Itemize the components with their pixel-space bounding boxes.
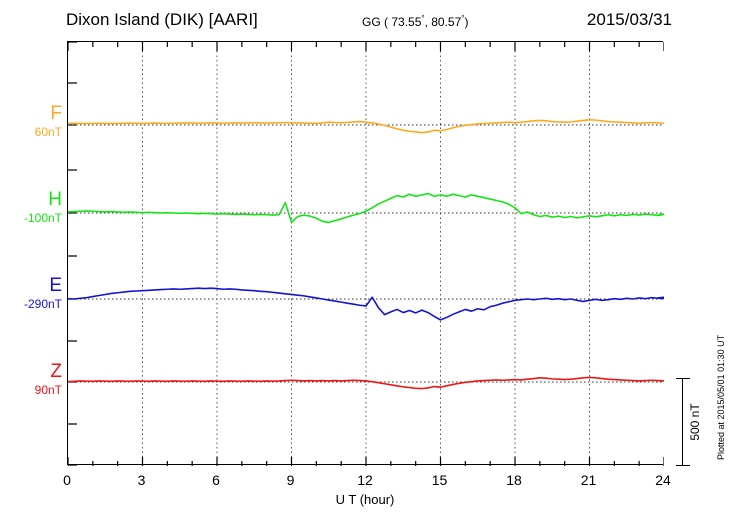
component-baseline-h: -100nT <box>23 211 62 225</box>
magnetogram-plot-area <box>67 41 664 466</box>
component-name-z: Z <box>50 361 62 382</box>
x-tick-label-3: 3 <box>137 472 146 488</box>
x-tick-label-21: 21 <box>580 472 597 488</box>
geo-suffix: ) <box>464 15 469 29</box>
component-label-z: Z 90nT <box>4 362 62 396</box>
plot-timestamp: Plotted at 2015/05/01 01:30 UT <box>716 334 726 460</box>
data-traces <box>68 118 664 390</box>
component-name-h: H <box>48 189 62 210</box>
x-tick-label-15: 15 <box>431 472 448 488</box>
degree-sign-lat: ° <box>421 14 425 23</box>
scale-bar-label: 500 nT <box>688 403 702 441</box>
component-label-h: H -100nT <box>4 190 62 224</box>
page-title: Dixon Island (DIK) [AARI] <box>66 10 258 29</box>
geo-latitude: 73.55 <box>391 15 422 29</box>
x-tick-label-6: 6 <box>212 472 220 488</box>
amplitude-scale-bar <box>676 378 690 466</box>
x-axis-title: U T (hour) <box>335 492 395 507</box>
geographic-coordinates: GG ( 73.55°, 80.57°) <box>362 14 469 29</box>
component-baseline-e: -290nT <box>23 297 62 311</box>
observation-date: 2015/03/31 <box>586 10 672 29</box>
component-name-e: E <box>49 275 62 296</box>
scale-bar-cap-top <box>676 378 690 380</box>
component-baseline-z: 90nT <box>34 383 62 397</box>
degree-sign-lon: ° <box>461 14 465 23</box>
x-tick-label-9: 9 <box>286 472 295 488</box>
x-tick-label-0: 0 <box>63 472 71 488</box>
x-tick-label-24: 24 <box>655 472 671 488</box>
scale-bar-line <box>682 378 684 466</box>
grid-lines <box>142 42 590 466</box>
geo-longitude: 80.57 <box>431 15 462 29</box>
component-label-f: F 60nT <box>4 104 62 138</box>
component-name-f: F <box>50 103 62 124</box>
geo-prefix: GG ( <box>362 15 388 29</box>
component-baseline-f: 60nT <box>34 125 62 139</box>
x-tick-label-12: 12 <box>357 472 373 488</box>
axis-ticks <box>68 42 664 466</box>
x-tick-label-18: 18 <box>506 472 522 488</box>
component-label-e: E -290nT <box>4 276 62 310</box>
magnetogram-plot-svg <box>68 42 664 466</box>
scale-bar-cap-bottom <box>676 464 690 466</box>
